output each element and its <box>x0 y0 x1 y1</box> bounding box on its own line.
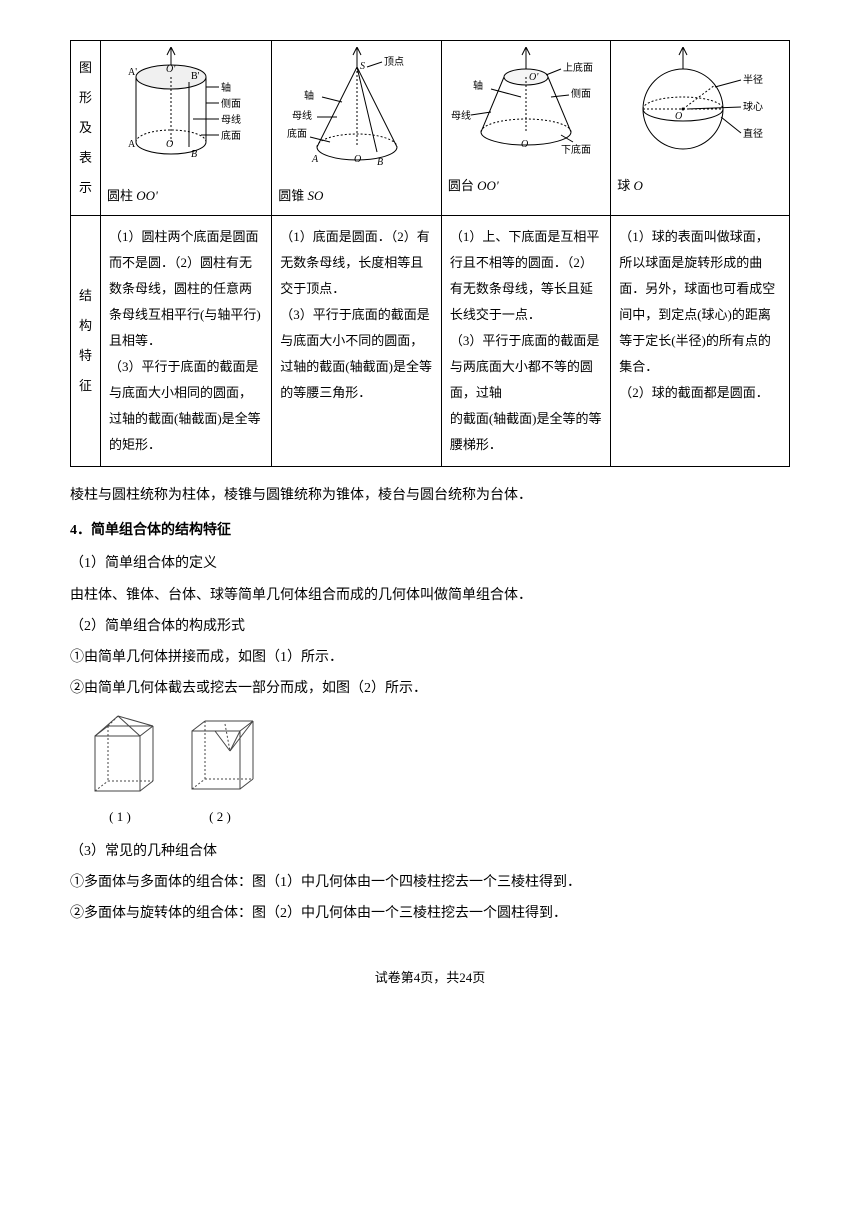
cone-diagram-cell: S 顶点 轴 母线 底面 A O B 圆锥 SO <box>272 41 442 216</box>
body-p7: （3）常见的几种组合体 <box>70 839 790 864</box>
svg-text:底面: 底面 <box>221 129 241 142</box>
body-p2: （1）简单组合体的定义 <box>70 551 790 576</box>
svg-text:底面: 底面 <box>287 127 307 140</box>
svg-text:O: O <box>166 139 173 150</box>
svg-text:A': A' <box>128 67 137 78</box>
sphere-diagram-cell: O 半径 球心 直径 球 O <box>611 41 790 216</box>
svg-text:O: O <box>521 139 528 150</box>
cone-diagram: S 顶点 轴 母线 底面 A O B <box>282 47 432 177</box>
svg-text:侧面: 侧面 <box>221 97 241 110</box>
body-p9: ②多面体与旋转体的组合体：图（2）中几何体由一个三棱柱挖去一个圆柱得到． <box>70 901 790 926</box>
row-header-shape: 图 形 及 表 示 <box>71 41 101 216</box>
figure-2-svg <box>180 711 260 801</box>
svg-text:B: B <box>377 157 383 168</box>
section-4-title: 4．简单组合体的结构特征 <box>70 518 790 543</box>
svg-text:A: A <box>311 154 319 165</box>
frustum-caption: 圆台 OO' <box>448 173 604 199</box>
svg-text:母线: 母线 <box>292 109 312 122</box>
figure-1: ( 1 ) <box>80 711 160 828</box>
figure-2-caption: ( 2 ) <box>180 805 260 828</box>
svg-text:轴: 轴 <box>473 79 483 92</box>
shapes-table: 图 形 及 表 示 A' O' B' 轴 <box>70 40 790 467</box>
sphere-features: （1）球的表面叫做球面，所以球面是旋转形成的曲面．另外，球面也可看成空间中，到定… <box>611 216 790 467</box>
svg-text:S: S <box>360 61 365 72</box>
sphere-caption: 球 O <box>617 173 783 199</box>
svg-text:O': O' <box>529 72 539 83</box>
cylinder-features: （1）圆柱两个底面是圆面而不是圆．（2）圆柱有无数条母线，圆柱的任意两条母线互相… <box>101 216 272 467</box>
svg-text:球心: 球心 <box>743 100 763 113</box>
svg-text:母线: 母线 <box>221 113 241 126</box>
sphere-diagram: O 半径 球心 直径 <box>623 47 778 167</box>
cylinder-diagram-cell: A' O' B' 轴 侧面 母线 底面 A O B 圆柱 OO' <box>101 41 272 216</box>
svg-text:轴: 轴 <box>304 89 314 102</box>
row-header-feature: 结 构 特 征 <box>71 216 101 467</box>
body-p1: 棱柱与圆柱统称为柱体，棱锥与圆锥统称为锥体，棱台与圆台统称为台体． <box>70 483 790 508</box>
figure-2: ( 2 ) <box>180 711 260 828</box>
svg-text:轴: 轴 <box>221 81 231 94</box>
cylinder-diagram: A' O' B' 轴 侧面 母线 底面 A O B <box>111 47 261 177</box>
svg-text:O': O' <box>166 64 176 75</box>
body-p3: 由柱体、锥体、台体、球等简单几何体组合而成的几何体叫做简单组合体． <box>70 583 790 608</box>
svg-text:A: A <box>128 139 136 150</box>
figure-1-caption: ( 1 ) <box>80 805 160 828</box>
svg-text:B': B' <box>191 71 200 82</box>
cylinder-caption: 圆柱 OO' <box>107 183 265 209</box>
frustum-diagram: O' 上底面 轴 侧面 母线 下底面 O <box>451 47 601 167</box>
body-p5: ①由简单几何体拼接而成，如图（1）所示． <box>70 645 790 670</box>
body-p6: ②由简单几何体截去或挖去一部分而成，如图（2）所示． <box>70 676 790 701</box>
svg-text:顶点: 顶点 <box>384 56 404 68</box>
svg-text:母线: 母线 <box>451 109 471 122</box>
page-footer: 试卷第4页，共24页 <box>70 966 790 989</box>
frustum-diagram-cell: O' 上底面 轴 侧面 母线 下底面 O 圆台 OO' <box>441 41 610 216</box>
svg-text:半径: 半径 <box>743 73 763 86</box>
svg-text:侧面: 侧面 <box>571 87 591 100</box>
body-p8: ①多面体与多面体的组合体：图（1）中几何体由一个四棱柱挖去一个三棱柱得到． <box>70 870 790 895</box>
svg-text:下底面: 下底面 <box>561 143 591 156</box>
svg-text:上底面: 上底面 <box>563 61 593 74</box>
cone-features: （1）底面是圆面．（2）有无数条母线，长度相等且交于顶点． （3）平行于底面的截… <box>272 216 442 467</box>
cone-caption: 圆锥 SO <box>278 183 435 209</box>
svg-text:O: O <box>354 154 361 165</box>
frustum-features: （1）上、下底面是互相平行且不相等的圆面．（2）有无数条母线，等长且延长线交于一… <box>441 216 610 467</box>
figure-row: ( 1 ) ( 2 ) <box>70 711 790 828</box>
svg-text:O: O <box>675 111 682 122</box>
svg-text:直径: 直径 <box>743 127 763 140</box>
body-p4: （2）简单组合体的构成形式 <box>70 614 790 639</box>
figure-1-svg <box>80 711 160 801</box>
svg-text:B: B <box>191 149 197 160</box>
